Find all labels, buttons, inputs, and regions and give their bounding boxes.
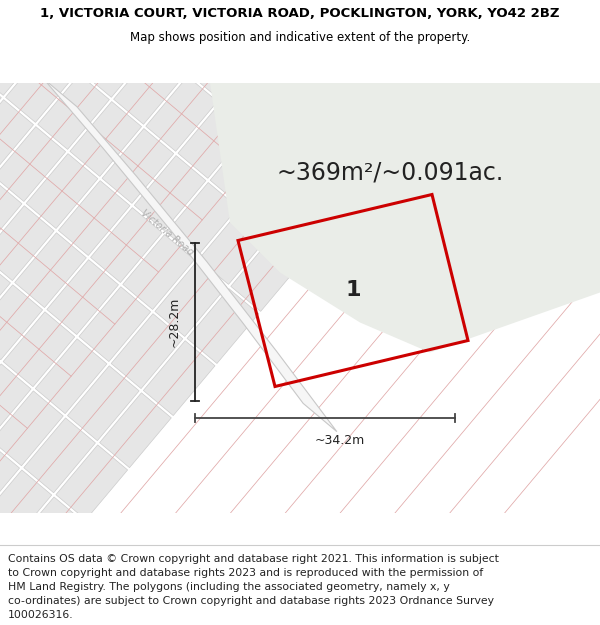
Polygon shape — [56, 445, 128, 520]
Polygon shape — [157, 0, 229, 72]
Polygon shape — [24, 418, 95, 492]
Polygon shape — [0, 443, 20, 518]
Text: ~28.2m: ~28.2m — [168, 296, 181, 347]
Polygon shape — [265, 0, 337, 74]
Polygon shape — [100, 392, 172, 468]
Polygon shape — [146, 76, 217, 151]
Polygon shape — [286, 106, 358, 180]
Polygon shape — [242, 158, 314, 232]
Text: ~34.2m: ~34.2m — [315, 434, 365, 446]
Polygon shape — [0, 0, 13, 68]
Polygon shape — [5, 48, 77, 122]
Polygon shape — [178, 103, 250, 178]
Polygon shape — [274, 184, 346, 259]
Polygon shape — [58, 181, 130, 256]
Polygon shape — [0, 391, 63, 466]
Polygon shape — [449, 0, 521, 51]
Polygon shape — [26, 154, 98, 229]
Polygon shape — [210, 82, 600, 352]
Text: Map shows position and indicative extent of the property.: Map shows position and indicative extent… — [130, 31, 470, 44]
Polygon shape — [134, 156, 206, 231]
Polygon shape — [406, 28, 477, 103]
Polygon shape — [0, 549, 40, 624]
Polygon shape — [0, 99, 34, 174]
Polygon shape — [123, 234, 194, 309]
Polygon shape — [111, 314, 183, 389]
Polygon shape — [43, 78, 337, 432]
Polygon shape — [0, 0, 56, 16]
Text: HM Land Registry. The polygons (including the associated geometry, namely x, y: HM Land Registry. The polygons (includin… — [8, 582, 449, 592]
Polygon shape — [0, 72, 1, 148]
Polygon shape — [0, 179, 22, 254]
Polygon shape — [125, 0, 197, 45]
Polygon shape — [3, 312, 75, 387]
Polygon shape — [201, 0, 272, 20]
Text: 1, VICTORIA COURT, VICTORIA ROAD, POCKLINGTON, YORK, YO42 2BZ: 1, VICTORIA COURT, VICTORIA ROAD, POCKLI… — [40, 8, 560, 21]
Text: Contains OS data © Crown copyright and database right 2021. This information is : Contains OS data © Crown copyright and d… — [8, 554, 499, 564]
Polygon shape — [70, 101, 142, 176]
Polygon shape — [155, 262, 227, 336]
Polygon shape — [254, 78, 326, 153]
Polygon shape — [298, 26, 369, 101]
Polygon shape — [0, 522, 8, 597]
Polygon shape — [309, 0, 381, 22]
Text: co-ordinates) are subject to Crown copyright and database rights 2023 Ordnance S: co-ordinates) are subject to Crown copyr… — [8, 596, 494, 606]
Polygon shape — [362, 80, 434, 155]
Polygon shape — [91, 208, 162, 282]
Polygon shape — [187, 289, 259, 364]
Polygon shape — [0, 21, 45, 96]
Polygon shape — [199, 209, 270, 284]
Polygon shape — [0, 127, 65, 201]
Polygon shape — [221, 51, 293, 126]
Text: 1: 1 — [346, 281, 361, 301]
Polygon shape — [318, 132, 390, 208]
Polygon shape — [341, 0, 413, 49]
Polygon shape — [38, 74, 109, 149]
Polygon shape — [0, 258, 10, 332]
Polygon shape — [166, 182, 238, 258]
Polygon shape — [14, 232, 86, 308]
Polygon shape — [82, 22, 153, 98]
Text: Victoria Road: Victoria Road — [139, 208, 196, 258]
Polygon shape — [190, 24, 261, 99]
Text: to Crown copyright and database rights 2023 and is reproduced with the permissio: to Crown copyright and database rights 2… — [8, 568, 483, 578]
Polygon shape — [231, 236, 302, 311]
Polygon shape — [102, 129, 174, 203]
Polygon shape — [67, 366, 139, 441]
Polygon shape — [12, 497, 84, 572]
Polygon shape — [143, 341, 215, 416]
Polygon shape — [0, 470, 52, 545]
Polygon shape — [233, 0, 305, 47]
Text: ~369m²/~0.091ac.: ~369m²/~0.091ac. — [277, 161, 503, 184]
Polygon shape — [47, 260, 118, 334]
Polygon shape — [210, 131, 282, 205]
Polygon shape — [17, 0, 89, 43]
Polygon shape — [113, 49, 185, 124]
Polygon shape — [417, 0, 489, 24]
Polygon shape — [0, 364, 31, 439]
Polygon shape — [93, 0, 164, 18]
Polygon shape — [49, 0, 121, 70]
Polygon shape — [330, 53, 401, 128]
Polygon shape — [0, 206, 54, 281]
Polygon shape — [373, 1, 445, 76]
Polygon shape — [0, 285, 43, 359]
Polygon shape — [35, 339, 107, 414]
Polygon shape — [79, 287, 151, 362]
Text: 100026316.: 100026316. — [8, 611, 73, 621]
